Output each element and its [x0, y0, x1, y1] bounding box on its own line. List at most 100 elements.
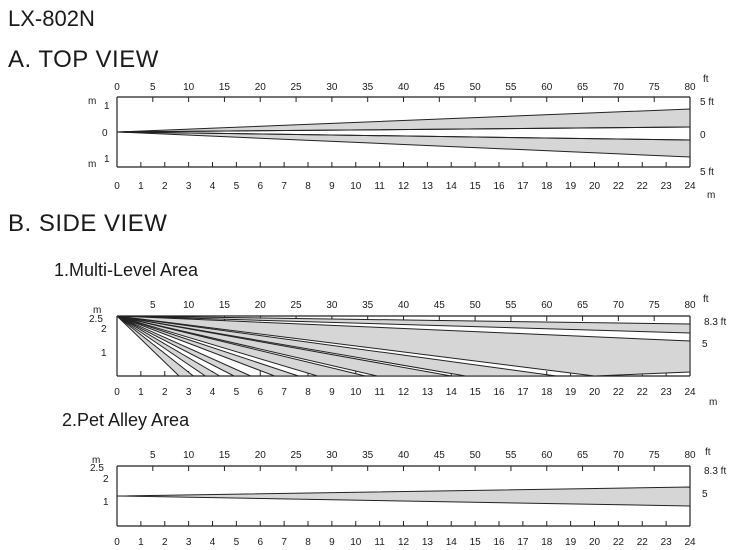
right-axis-label: 5 ft — [700, 167, 714, 178]
m-tick-label: 22 — [613, 181, 625, 192]
ft-unit-label: ft — [703, 294, 709, 305]
m-tick-label: 19 — [565, 387, 577, 398]
m-tick-label: 18 — [541, 387, 553, 398]
m-tick-label: 11 — [374, 387, 385, 398]
m-tick-label: 15 — [470, 537, 482, 548]
m-tick-label: 15 — [470, 387, 482, 398]
ft-tick-label: 25 — [291, 300, 303, 311]
ft-tick-label: 25 — [291, 82, 303, 93]
left-unit-label: m — [93, 305, 101, 316]
detection-zone — [116, 315, 691, 377]
m-tick-label: 11 — [374, 181, 385, 192]
top-view-diagram: 0 5 10 15 20 25 30 35 40 45 50 55 60 65 70 75 80 ft m 1… — [88, 74, 715, 201]
ft-tick-label: 45 — [434, 450, 446, 461]
ft-tick-label: 70 — [613, 82, 625, 93]
ft-tick-label: 30 — [326, 300, 338, 311]
m-tick-label: 20 — [589, 181, 601, 192]
ft-tick-label: 75 — [649, 450, 661, 461]
m-tick-label: 1 — [138, 387, 144, 398]
m-tick-label: 9 — [329, 387, 335, 398]
left-axis-label: 2.5 — [90, 463, 104, 474]
m-tick-label: 5 — [234, 387, 240, 398]
m-tick-label: 14 — [446, 181, 458, 192]
m-tick-label: 23 — [661, 181, 673, 192]
ft-tick-label: 60 — [541, 300, 553, 311]
m-tick-label: 10 — [350, 537, 362, 548]
ft-tick-label: 60 — [541, 82, 553, 93]
ft-tick-label: 80 — [684, 450, 696, 461]
m-tick-label: 20 — [589, 537, 601, 548]
ft-tick-label: 15 — [219, 300, 231, 311]
left-axis-label: 2 — [101, 324, 107, 335]
detection-zone — [116, 315, 195, 377]
m-tick-label: 3 — [186, 387, 192, 398]
ft-tick-label: 40 — [398, 300, 410, 311]
ft-tick-label: 40 — [398, 450, 410, 461]
m-tick-label: 10 — [350, 181, 362, 192]
m-tick-label: 11 — [374, 537, 385, 548]
m-tick-label: 23 — [661, 537, 673, 548]
top-view-heading: A. TOP VIEW — [8, 46, 159, 73]
ft-tick-label: 75 — [649, 300, 661, 311]
m-tick-label: 5 — [234, 181, 240, 192]
m-tick-label: 17 — [517, 537, 529, 548]
detection-zone — [116, 315, 299, 377]
ft-tick-label: 30 — [326, 450, 338, 461]
m-tick-label: 6 — [257, 181, 263, 192]
detection-zone — [116, 315, 691, 334]
right-axis-label: 5 — [702, 489, 708, 500]
m-tick-label: 22 — [637, 181, 649, 192]
ft-tick-label: 10 — [183, 82, 195, 93]
ft-tick-label: 55 — [505, 82, 517, 93]
left-unit-label: m — [88, 159, 96, 170]
right-axis-label: 5 — [702, 339, 708, 350]
detection-zone — [116, 486, 691, 507]
m-tick-label: 6 — [257, 537, 263, 548]
m-tick-label: 22 — [613, 537, 625, 548]
ft-tick-label: 35 — [362, 300, 374, 311]
detection-zone — [116, 315, 452, 377]
m-tick-label: 6 — [257, 387, 263, 398]
m-tick-label: 9 — [329, 181, 335, 192]
ft-tick-label: 10 — [183, 450, 195, 461]
ft-tick-label: 80 — [684, 82, 696, 93]
m-tick-label: 3 — [186, 181, 192, 192]
ft-tick-label: 80 — [684, 300, 696, 311]
m-tick-label: 8 — [305, 181, 311, 192]
left-axis-label: 2.5 — [89, 314, 103, 325]
m-tick-label: 12 — [398, 181, 410, 192]
m-tick-label: 3 — [186, 537, 192, 548]
detection-zone — [116, 315, 222, 377]
left-unit-label: m — [92, 455, 100, 466]
left-unit-label: m — [88, 96, 96, 107]
ft-tick-label: 15 — [219, 82, 231, 93]
m-tick-label: 24 — [684, 387, 696, 398]
ft-tick-label: 20 — [255, 82, 267, 93]
ft-tick-label: 15 — [219, 450, 231, 461]
ft-tick-label: 50 — [470, 82, 482, 93]
m-tick-label: 20 — [589, 387, 601, 398]
ft-tick-label: 30 — [326, 82, 338, 93]
m-tick-label: 0 — [114, 387, 120, 398]
m-tick-label: 22 — [637, 387, 649, 398]
left-axis-label: 2 — [103, 474, 109, 485]
m-tick-label: 4 — [210, 537, 216, 548]
left-axis-label: 1 — [104, 154, 110, 165]
m-tick-label: 7 — [281, 181, 287, 192]
m-tick-label: 22 — [637, 537, 649, 548]
ft-tick-label: 70 — [613, 450, 625, 461]
m-tick-label: 0 — [114, 181, 120, 192]
m-tick-label: 14 — [446, 537, 458, 548]
m-tick-label: 8 — [305, 537, 311, 548]
m-tick-label: 7 — [281, 387, 287, 398]
ft-tick-label: 35 — [362, 82, 374, 93]
m-tick-label: 16 — [493, 537, 505, 548]
ft-tick-label: 65 — [577, 300, 589, 311]
right-axis-label: 0 — [700, 130, 706, 141]
m-tick-label: 0 — [114, 537, 120, 548]
m-tick-label: 16 — [493, 181, 505, 192]
m-tick-label: 4 — [210, 181, 216, 192]
ft-unit-label: ft — [703, 74, 709, 85]
m-tick-label: 22 — [613, 387, 625, 398]
